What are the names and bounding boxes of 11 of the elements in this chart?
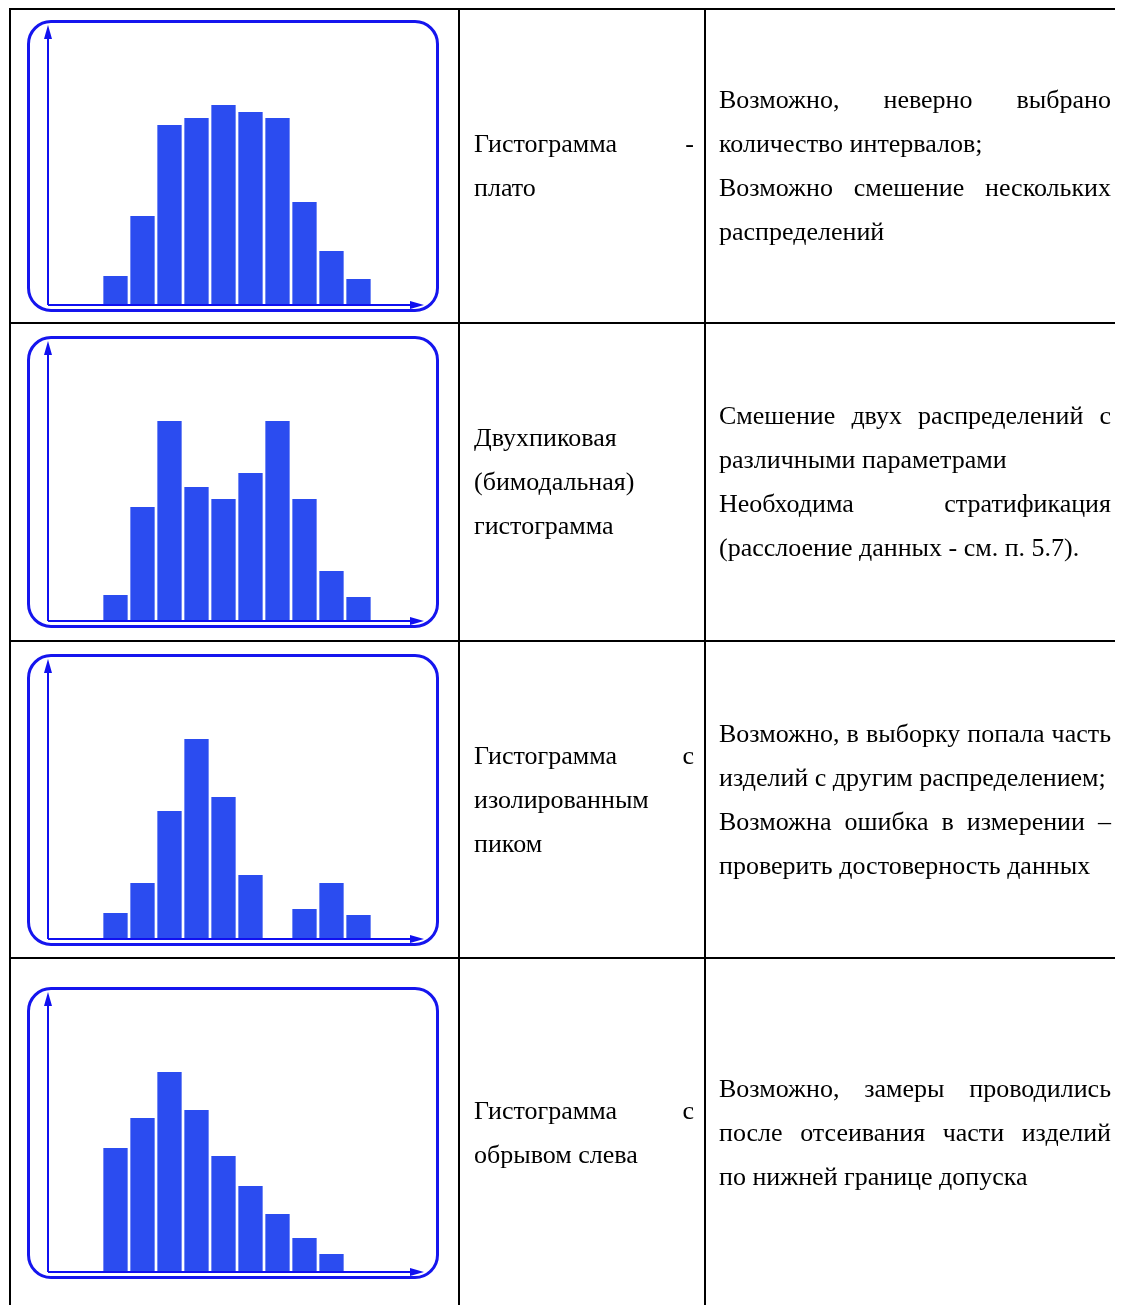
text: Необходима стратификация (расслоение данных - см. п. 5.7). — [719, 488, 1111, 564]
text: Возможно смешение нескольких распределений — [719, 172, 1111, 248]
text: Возможна ошибка в измерении – проверить достоверность данных — [719, 805, 1111, 882]
text: Возможно, неверно выбрано количество интервалов; — [719, 84, 1111, 160]
text: Гистограмма - плато — [474, 128, 694, 204]
text: Смешение двух распределений с различными параметрами — [719, 400, 1111, 476]
text: Гистограмма с изолированным пиком — [474, 739, 694, 860]
text: Двухпиковая (бимодальная) гистограмма — [474, 422, 636, 542]
text: Возможно, замеры проводились после отсеивания части изделий по нижней границе допуска — [719, 1073, 1111, 1193]
text: Гистограмма с обрывом слева — [474, 1095, 694, 1171]
text: Возможно, в выборку попала часть изделий с другим распределением; — [719, 717, 1111, 794]
